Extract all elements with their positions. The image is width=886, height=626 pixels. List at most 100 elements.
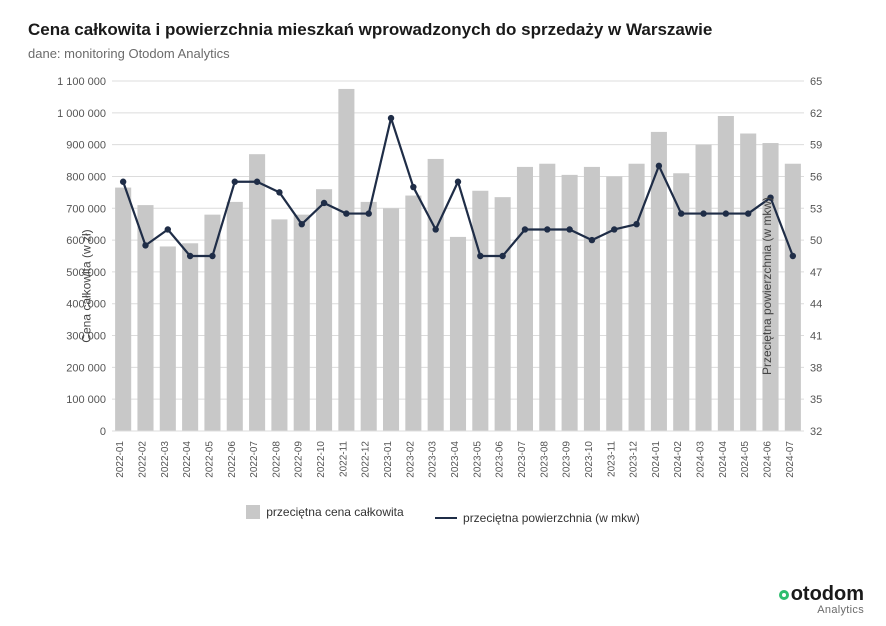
line-marker xyxy=(499,253,505,259)
line-marker xyxy=(410,184,416,190)
svg-text:32: 32 xyxy=(810,426,822,438)
svg-text:2023-09: 2023-09 xyxy=(562,441,573,478)
svg-text:2024-02: 2024-02 xyxy=(673,441,684,478)
svg-text:41: 41 xyxy=(810,331,822,343)
bar xyxy=(182,243,198,431)
line-series xyxy=(123,118,793,256)
svg-text:2022-01: 2022-01 xyxy=(115,441,126,478)
brand-dot-icon xyxy=(779,590,789,600)
bar xyxy=(137,205,153,431)
line-marker xyxy=(209,253,215,259)
chart-title: Cena całkowita i powierzchnia mieszkań w… xyxy=(28,20,858,40)
bar xyxy=(115,188,131,431)
bar xyxy=(472,191,488,431)
line-marker xyxy=(232,179,238,185)
svg-text:2022-08: 2022-08 xyxy=(271,441,282,478)
line-marker xyxy=(566,226,572,232)
line-marker xyxy=(633,221,639,227)
svg-text:0: 0 xyxy=(100,426,106,438)
line-marker xyxy=(589,237,595,243)
bar xyxy=(629,164,645,431)
svg-text:2024-01: 2024-01 xyxy=(651,441,662,478)
svg-text:1 100 000: 1 100 000 xyxy=(57,76,106,88)
bar xyxy=(584,167,600,431)
legend: przeciętna cena całkowita przeciętna pow… xyxy=(28,505,858,525)
svg-text:700 000: 700 000 xyxy=(66,203,106,215)
bar xyxy=(294,215,310,431)
svg-text:100 000: 100 000 xyxy=(66,394,106,406)
svg-text:2023-02: 2023-02 xyxy=(405,441,416,478)
line-marker xyxy=(656,163,662,169)
line-marker xyxy=(187,253,193,259)
svg-text:53: 53 xyxy=(810,203,822,215)
line-marker xyxy=(723,210,729,216)
bar xyxy=(562,175,578,431)
bar xyxy=(696,145,712,431)
line-marker xyxy=(276,189,282,195)
bar xyxy=(405,196,421,431)
bar xyxy=(517,167,533,431)
line-marker xyxy=(544,226,550,232)
svg-text:2022-11: 2022-11 xyxy=(338,441,349,477)
svg-text:2022-02: 2022-02 xyxy=(137,441,148,478)
svg-text:2022-12: 2022-12 xyxy=(361,441,372,478)
line-marker xyxy=(522,226,528,232)
bar xyxy=(785,164,801,431)
bar xyxy=(160,246,176,431)
svg-text:2023-08: 2023-08 xyxy=(539,441,550,478)
y-left-label: Cena całkowita (w zł) xyxy=(80,229,94,342)
svg-text:2022-06: 2022-06 xyxy=(227,441,238,478)
bar xyxy=(450,237,466,431)
svg-text:2022-04: 2022-04 xyxy=(182,441,193,478)
brand-logo: otodom Analytics xyxy=(779,584,864,616)
svg-text:2023-01: 2023-01 xyxy=(383,441,394,478)
line-marker xyxy=(678,210,684,216)
line-marker xyxy=(432,226,438,232)
svg-text:2024-03: 2024-03 xyxy=(696,441,707,478)
line-marker xyxy=(120,179,126,185)
line-marker xyxy=(455,179,461,185)
svg-text:2023-07: 2023-07 xyxy=(517,441,528,478)
svg-text:62: 62 xyxy=(810,108,822,120)
brand-name: otodom xyxy=(791,583,864,605)
svg-text:2022-09: 2022-09 xyxy=(294,441,305,478)
legend-bar: przeciętna cena całkowita xyxy=(246,505,403,519)
svg-text:2023-05: 2023-05 xyxy=(472,441,483,478)
bar xyxy=(338,89,354,431)
bar xyxy=(316,189,332,431)
bar xyxy=(606,176,622,431)
svg-text:2022-10: 2022-10 xyxy=(316,441,327,478)
bar xyxy=(428,159,444,431)
svg-text:200 000: 200 000 xyxy=(66,362,106,374)
svg-text:2022-03: 2022-03 xyxy=(160,441,171,478)
svg-text:65: 65 xyxy=(810,76,822,88)
legend-line: przeciętna powierzchnia (w mkw) xyxy=(435,511,640,525)
brand-sub: Analytics xyxy=(779,604,864,616)
line-marker xyxy=(343,210,349,216)
line-marker xyxy=(745,210,751,216)
chart-area: Cena całkowita (w zł) 032100 00035200 00… xyxy=(28,71,858,501)
bar xyxy=(249,154,265,431)
bar xyxy=(204,215,220,431)
svg-text:2024-04: 2024-04 xyxy=(718,441,729,478)
legend-line-label: przeciętna powierzchnia (w mkw) xyxy=(463,511,640,525)
svg-text:900 000: 900 000 xyxy=(66,140,106,152)
svg-text:38: 38 xyxy=(810,362,822,374)
line-marker xyxy=(611,226,617,232)
svg-text:1 000 000: 1 000 000 xyxy=(57,108,106,120)
svg-text:2023-03: 2023-03 xyxy=(428,441,439,478)
svg-text:2024-05: 2024-05 xyxy=(740,441,751,478)
svg-text:47: 47 xyxy=(810,267,822,279)
bar xyxy=(383,208,399,431)
svg-text:2023-10: 2023-10 xyxy=(584,441,595,478)
chart-svg: 032100 00035200 00038300 00041400 000445… xyxy=(28,71,858,501)
bar xyxy=(361,202,377,431)
svg-text:59: 59 xyxy=(810,140,822,152)
svg-text:2023-06: 2023-06 xyxy=(495,441,506,478)
svg-text:44: 44 xyxy=(810,299,822,311)
bar xyxy=(718,116,734,431)
svg-text:2023-04: 2023-04 xyxy=(450,441,461,478)
y-right-label: Przeciętna powierzchnia (w mkw) xyxy=(760,197,774,375)
line-marker xyxy=(366,210,372,216)
line-marker xyxy=(477,253,483,259)
